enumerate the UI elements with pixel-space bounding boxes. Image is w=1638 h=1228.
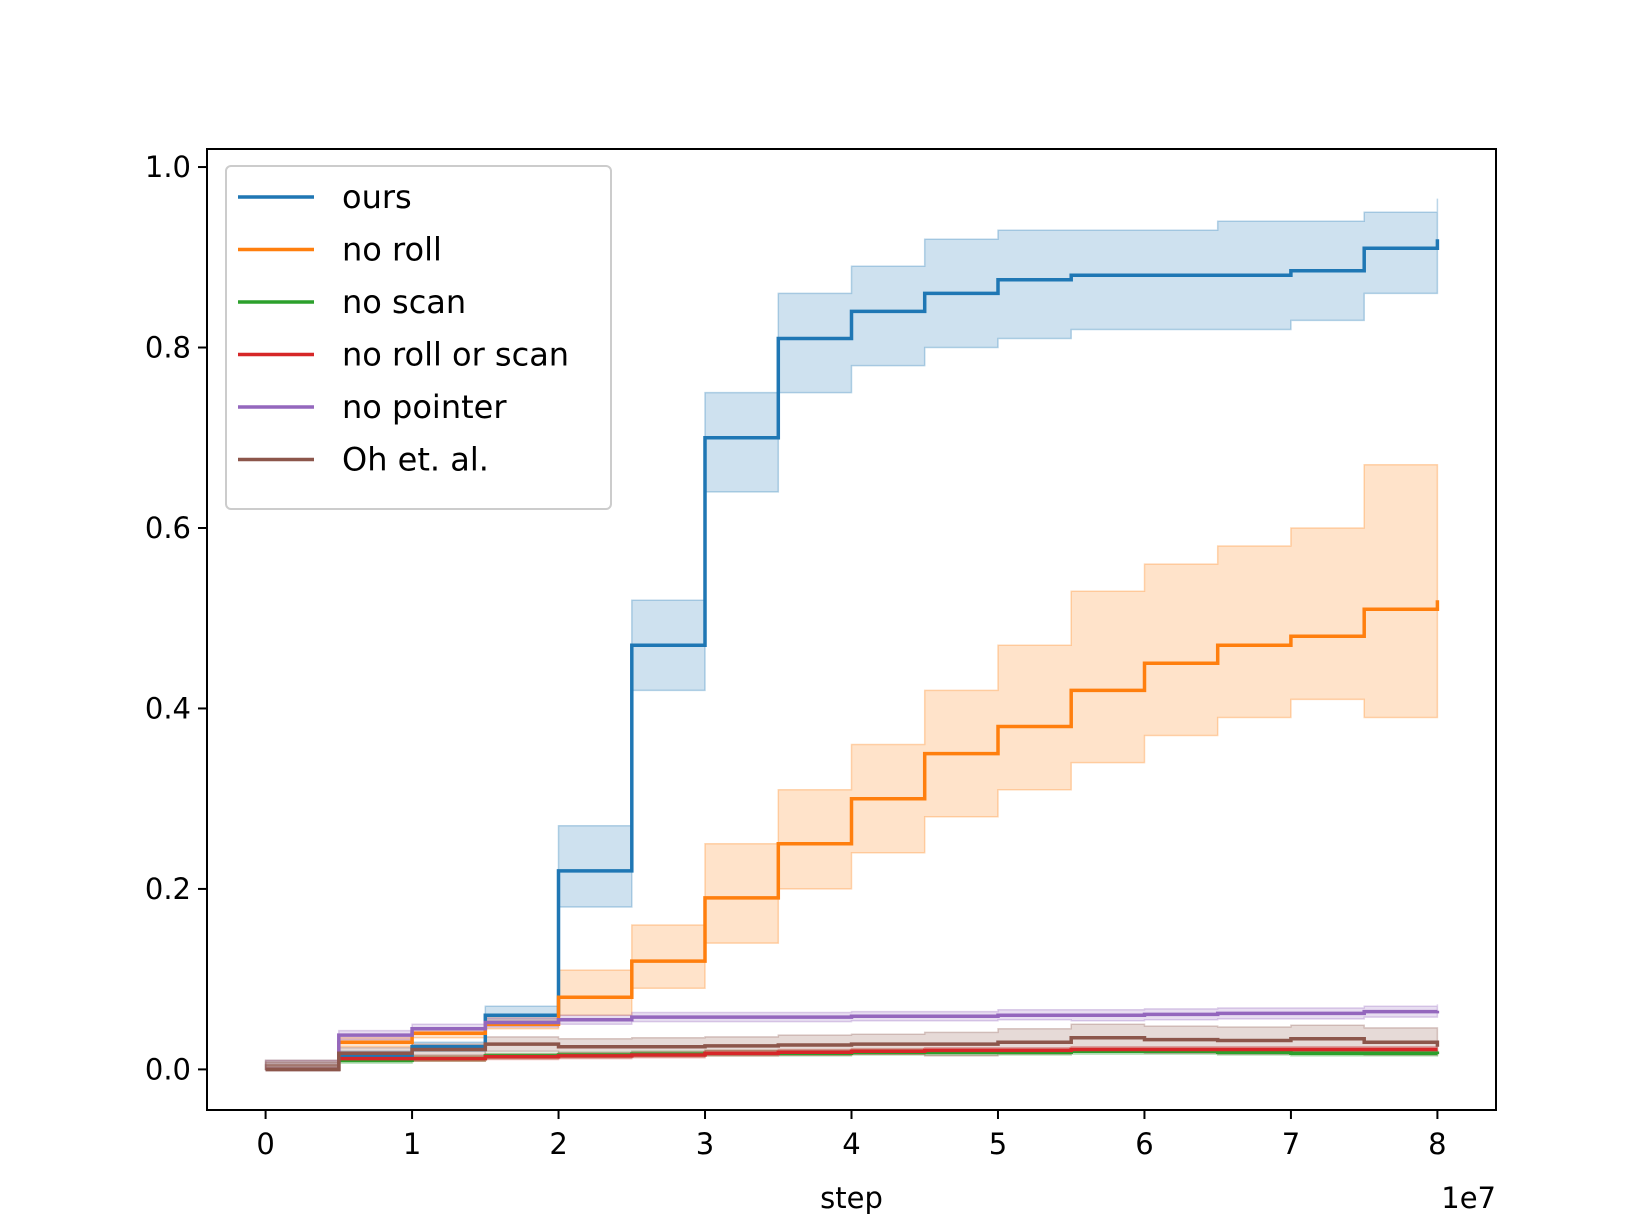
- y-axis-ticks: 0.0 0.2 0.4 0.6 0.8 1.0: [145, 150, 207, 1086]
- x-tick-label: 7: [1282, 1127, 1300, 1161]
- x-tick-label: 0: [256, 1127, 274, 1161]
- legend-item-no-pointer: no pointer: [238, 388, 507, 426]
- x-tick-label: 4: [842, 1127, 860, 1161]
- series-lines: [265, 239, 1440, 1072]
- legend-label: no scan: [342, 283, 466, 321]
- y-tick-label: 0.2: [145, 872, 191, 906]
- line-no-roll-or-scan: [265, 1047, 1438, 1072]
- x-tick-label: 2: [549, 1127, 567, 1161]
- y-tick-label: 0.6: [145, 511, 191, 545]
- x-axis-ticks: 0 1 2 3 4 5 6 7 8: [256, 1110, 1447, 1161]
- legend-item-ours: ours: [238, 178, 412, 216]
- y-tick-label: 0.0: [145, 1052, 191, 1086]
- legend-label: no roll or scan: [342, 336, 569, 374]
- legend-label: no pointer: [342, 388, 507, 426]
- legend-item-no-roll: no roll: [238, 231, 442, 269]
- x-tick-label: 5: [989, 1127, 1007, 1161]
- x-tick-label: 1: [403, 1127, 421, 1161]
- x-axis-title: step: [820, 1181, 883, 1215]
- legend-item-no-roll-or-scan: no roll or scan: [238, 336, 569, 374]
- legend-label: ours: [342, 178, 412, 216]
- legend-label: Oh et. al.: [342, 441, 489, 479]
- x-tick-label: 3: [696, 1127, 714, 1161]
- legend: ours no roll no scan no roll or scan no poin…: [225, 165, 612, 510]
- legend-box: [225, 165, 612, 510]
- y-tick-label: 0.4: [145, 691, 191, 725]
- band-no-roll: [264, 464, 1439, 1071]
- y-tick-label: 1.0: [145, 150, 191, 184]
- legend-item-oh-et-al: Oh et. al.: [238, 441, 489, 479]
- y-tick-label: 0.8: [145, 331, 191, 365]
- line-oh-et-al: [265, 1036, 1440, 1072]
- line-no-pointer: [265, 1009, 1440, 1072]
- x-axis-offset-label: 1e7: [1441, 1181, 1496, 1215]
- x-tick-label: 8: [1428, 1127, 1446, 1161]
- legend-label: no roll: [342, 231, 442, 269]
- legend-item-no-scan: no scan: [238, 283, 466, 321]
- x-tick-label: 6: [1135, 1127, 1153, 1161]
